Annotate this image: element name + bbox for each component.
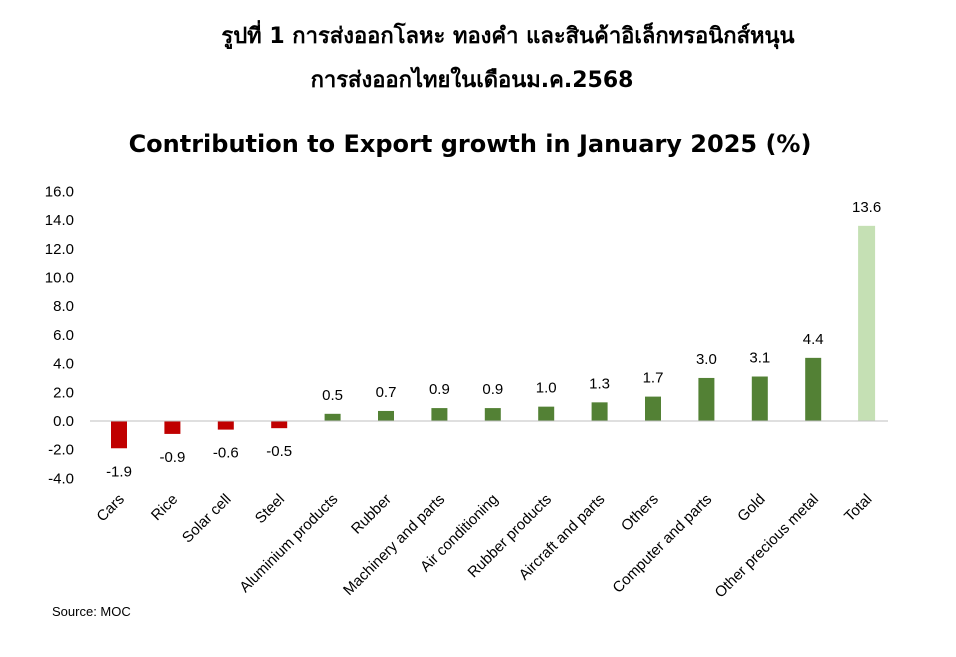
y-tick-label: 2.0: [53, 384, 74, 401]
category-label: Steel: [252, 491, 288, 527]
y-tick-label: 8.0: [53, 298, 74, 315]
y-tick-label: 14.0: [45, 212, 74, 229]
category-label: Solar cell: [179, 491, 235, 547]
y-tick-label: 16.0: [45, 183, 74, 200]
category-label: Total: [841, 491, 875, 525]
chart-title: Contribution to Export growth in January…: [129, 130, 812, 158]
bar-others: [645, 396, 661, 421]
y-tick-label: 4.0: [53, 356, 74, 373]
bar-aircraft-and-parts: [591, 402, 608, 421]
category-label: Aluminium products: [236, 491, 341, 596]
category-label: Others: [618, 491, 662, 535]
bar-rubber-products: [538, 406, 555, 421]
y-tick-label: 12.0: [45, 241, 74, 258]
data-label: -0.6: [213, 445, 239, 462]
category-label: Machinery and parts: [340, 491, 448, 599]
y-tick-label: 6.0: [53, 327, 74, 344]
data-label: 1.7: [643, 370, 664, 387]
data-label: -0.9: [159, 449, 185, 466]
bar-total: [858, 225, 876, 421]
y-tick-label: 0.0: [53, 413, 74, 430]
category-label: Computer and parts: [609, 491, 715, 597]
bar-air-conditioning: [484, 408, 501, 421]
y-tick-label: 10.0: [45, 270, 74, 287]
category-label: Cars: [93, 491, 127, 525]
data-label: -1.9: [106, 463, 132, 480]
bar-steel: [271, 421, 288, 429]
thai-title-line-1: รูปที่ 1 การส่งออกโลหะ ทองคำ และสินค้าอิ…: [221, 24, 795, 49]
data-label: 0.9: [482, 381, 503, 398]
data-label: -0.5: [266, 443, 292, 460]
bar-rubber: [378, 410, 394, 421]
bar-solar-cell: [217, 421, 234, 430]
data-label: 3.1: [749, 350, 770, 367]
source-note: Source: MOC: [52, 604, 131, 619]
category-label: Rice: [148, 491, 181, 524]
data-label: 0.9: [429, 381, 450, 398]
bar-machinery-and-parts: [431, 408, 448, 421]
data-label: 0.5: [322, 387, 343, 404]
category-label: Other precious metal: [712, 491, 822, 601]
data-label: 13.6: [852, 199, 881, 216]
bar-computer-and-parts: [698, 377, 715, 421]
bar-aluminium-products: [324, 413, 341, 421]
thai-title-line-2: การส่งออกไทยในเดือนม.ค.2568: [310, 68, 634, 93]
data-label: 4.4: [803, 331, 824, 348]
bar-gold: [751, 376, 768, 421]
bar-rice: [164, 421, 181, 434]
y-tick-label: -2.0: [48, 442, 74, 459]
category-label: Rubber: [348, 491, 395, 538]
data-label: 1.0: [536, 380, 557, 397]
data-label: 1.3: [589, 375, 610, 392]
bar-cars: [111, 421, 127, 449]
data-label: 0.7: [376, 384, 397, 401]
data-label: 3.0: [696, 351, 717, 368]
y-tick-label: -4.0: [48, 470, 74, 487]
category-label: Gold: [734, 491, 768, 525]
bar-other-precious-metal: [805, 357, 822, 421]
